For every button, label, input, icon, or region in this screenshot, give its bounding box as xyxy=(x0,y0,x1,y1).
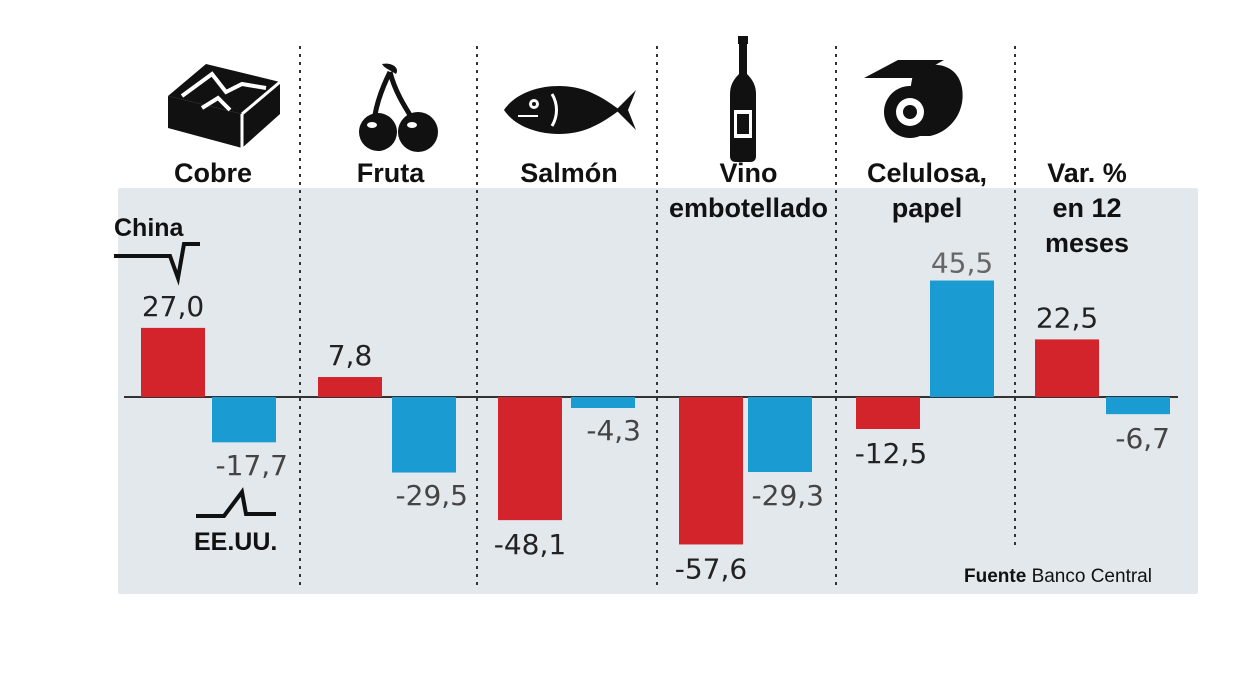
bar-usa xyxy=(571,397,635,409)
bars-group xyxy=(141,280,1170,545)
value-labels-group: 27,0 7,8 -48,1 -57,6 -12,5 22,5 -17,7 -29,5 -4,3… xyxy=(142,247,1170,586)
bar-china xyxy=(498,397,562,521)
wine-bottle-icon xyxy=(730,36,756,162)
data-label-usa: -6,7 xyxy=(1115,422,1170,455)
bar-usa xyxy=(930,280,994,397)
category-label: embotellado xyxy=(669,193,828,223)
category-label: Celulosa, xyxy=(867,158,987,188)
category-labels-group: Cobre Fruta Salmón Vino embotellado Celulosa,… xyxy=(174,158,1129,258)
category-label: Var. % xyxy=(1047,158,1127,188)
group-dividers xyxy=(299,46,1016,588)
data-label-china: -12,5 xyxy=(855,437,927,470)
bar-china xyxy=(318,377,382,397)
legend-china-label: China xyxy=(114,214,185,242)
legend-usa-marker xyxy=(196,487,276,518)
data-label-usa: -17,7 xyxy=(216,449,288,482)
data-label-china: -48,1 xyxy=(494,528,566,561)
data-label-usa: -29,5 xyxy=(396,479,468,512)
bar-usa xyxy=(212,397,276,443)
category-label: Vino xyxy=(719,158,777,188)
bar-china xyxy=(856,397,920,429)
bar-usa xyxy=(748,397,812,473)
source-name: Banco Central xyxy=(1032,566,1152,587)
category-label: en 12 xyxy=(1052,193,1121,223)
data-label-usa: 45,5 xyxy=(931,247,993,280)
category-label: Fruta xyxy=(357,158,425,188)
copper-ingot-icon xyxy=(168,64,281,148)
data-label-china: -57,6 xyxy=(675,552,747,585)
source-note: Fuente Banco Central xyxy=(964,566,1152,587)
legend-usa-label: EE.UU. xyxy=(194,528,277,556)
category-label: papel xyxy=(892,193,963,223)
paper-roll-icon xyxy=(864,60,963,138)
data-label-china: 27,0 xyxy=(142,290,204,323)
bar-usa xyxy=(392,397,456,473)
bar-china xyxy=(1035,339,1099,397)
category-label: Salmón xyxy=(520,158,618,188)
bar-china xyxy=(679,397,743,545)
data-label-china: 22,5 xyxy=(1036,301,1098,334)
bar-china xyxy=(141,327,205,397)
data-label-usa: -4,3 xyxy=(586,414,641,447)
category-label: Cobre xyxy=(174,158,252,188)
data-label-china: 7,8 xyxy=(328,339,373,372)
cherries-icon xyxy=(359,63,438,152)
source-label: Fuente xyxy=(964,566,1026,587)
legend-china-marker xyxy=(114,242,200,286)
data-label-usa: -29,3 xyxy=(752,479,824,512)
category-label: meses xyxy=(1045,228,1129,258)
bar-usa xyxy=(1106,397,1170,415)
fish-icon xyxy=(504,86,636,134)
